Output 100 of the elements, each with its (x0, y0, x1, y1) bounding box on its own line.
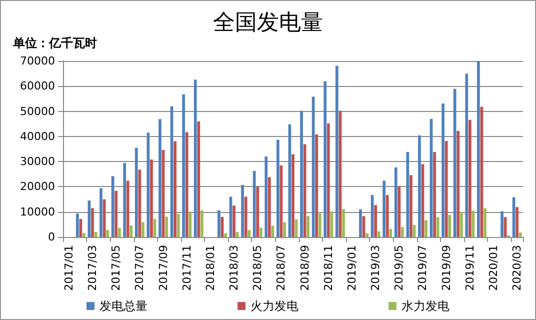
bar (76, 214, 79, 237)
bar (91, 208, 94, 237)
y-tick-label: 10000 (20, 205, 55, 218)
bar (82, 233, 86, 237)
x-tick-label: 2019/05 (392, 245, 406, 291)
bar (114, 190, 118, 237)
bar (134, 148, 138, 237)
x-tick-label: 2017/11 (180, 245, 194, 291)
bar (468, 120, 472, 237)
bar (283, 222, 286, 237)
bar (401, 226, 404, 237)
bar (315, 134, 318, 237)
bar (433, 152, 436, 237)
x-tick-label: 2017/01 (62, 245, 76, 291)
bar (394, 167, 398, 237)
bar (259, 228, 262, 237)
x-tick-label: 2018/07 (274, 245, 288, 291)
bar (324, 81, 327, 237)
bar (123, 163, 126, 237)
y-tick-label: 40000 (20, 130, 55, 143)
bar (176, 214, 180, 237)
bar (264, 156, 268, 237)
bar (382, 180, 386, 237)
bar (518, 232, 522, 237)
bar (256, 186, 260, 237)
bar (306, 216, 310, 237)
x-tick-label: 2017/03 (86, 245, 99, 291)
chart-title: 全国发电量 (213, 10, 323, 36)
x-tick-label: 2020/01 (487, 245, 500, 291)
bar (185, 132, 188, 237)
bar (516, 207, 519, 237)
x-tick-label: 2017/09 (156, 245, 170, 291)
x-tick-label: 2018/09 (298, 245, 312, 291)
bar (130, 225, 133, 237)
bar (330, 211, 334, 237)
bar (252, 170, 256, 237)
bar (342, 209, 345, 237)
bar (224, 233, 227, 237)
bar (366, 233, 368, 237)
bar (456, 130, 460, 237)
bar (326, 123, 330, 237)
x-tick-label: 2020/03 (510, 245, 524, 291)
bar (398, 186, 401, 237)
bar (150, 160, 153, 237)
bar (484, 208, 486, 237)
bar (386, 195, 389, 237)
x-tick-label: 2019/11 (463, 245, 476, 291)
bar (460, 212, 463, 237)
bar (436, 217, 440, 237)
bar (453, 88, 456, 237)
legend-label: 水力发电 (402, 299, 450, 313)
legend-label: 发电总量 (100, 299, 148, 313)
x-tick-label: 2019/07 (416, 245, 430, 291)
x-tick-label: 2018/03 (228, 245, 241, 291)
x-tick-label: 2019/09 (440, 245, 453, 291)
bar (448, 214, 452, 237)
bar (477, 61, 480, 237)
y-tick-label: 70000 (20, 54, 55, 68)
bar (138, 170, 142, 237)
bar (200, 210, 204, 237)
x-tick-label: 2018/11 (322, 245, 335, 291)
x-tick-label: 2017/05 (110, 245, 123, 291)
bar (182, 94, 185, 237)
bar (248, 230, 251, 237)
bar (442, 103, 444, 237)
bar (158, 119, 162, 237)
y-tick-label: 60000 (20, 80, 55, 93)
bar (424, 220, 428, 237)
legend-label: 火力发电 (250, 299, 298, 313)
bar (232, 206, 236, 237)
bar (118, 228, 121, 237)
bar (194, 80, 197, 237)
y-tick-label: 0 (48, 230, 55, 244)
bar (318, 213, 322, 237)
bar (241, 184, 244, 237)
bar (197, 121, 200, 237)
bar (444, 140, 448, 237)
x-tick-label: 2019/01 (345, 245, 358, 291)
bar (165, 216, 168, 237)
bar (174, 141, 176, 237)
bar (335, 66, 338, 237)
bar (292, 154, 294, 237)
bar (106, 230, 109, 237)
bar (500, 211, 504, 237)
y-tick-label: 30000 (20, 155, 55, 168)
bar (410, 175, 412, 237)
x-tick-label: 2018/05 (251, 245, 264, 291)
y-tick-label: 20000 (20, 180, 55, 194)
bar (100, 188, 102, 237)
y-tick-label: 50000 (20, 104, 55, 118)
bar (406, 152, 410, 237)
bar (465, 74, 468, 237)
bar (188, 212, 192, 237)
x-tick-label: 2018/01 (204, 245, 217, 291)
bar (389, 228, 392, 237)
x-tick-label: 2017/07 (133, 245, 146, 291)
bar (268, 177, 271, 237)
bar (244, 196, 248, 237)
x-tick-label: 2019/03 (369, 245, 382, 291)
bar (142, 222, 144, 237)
